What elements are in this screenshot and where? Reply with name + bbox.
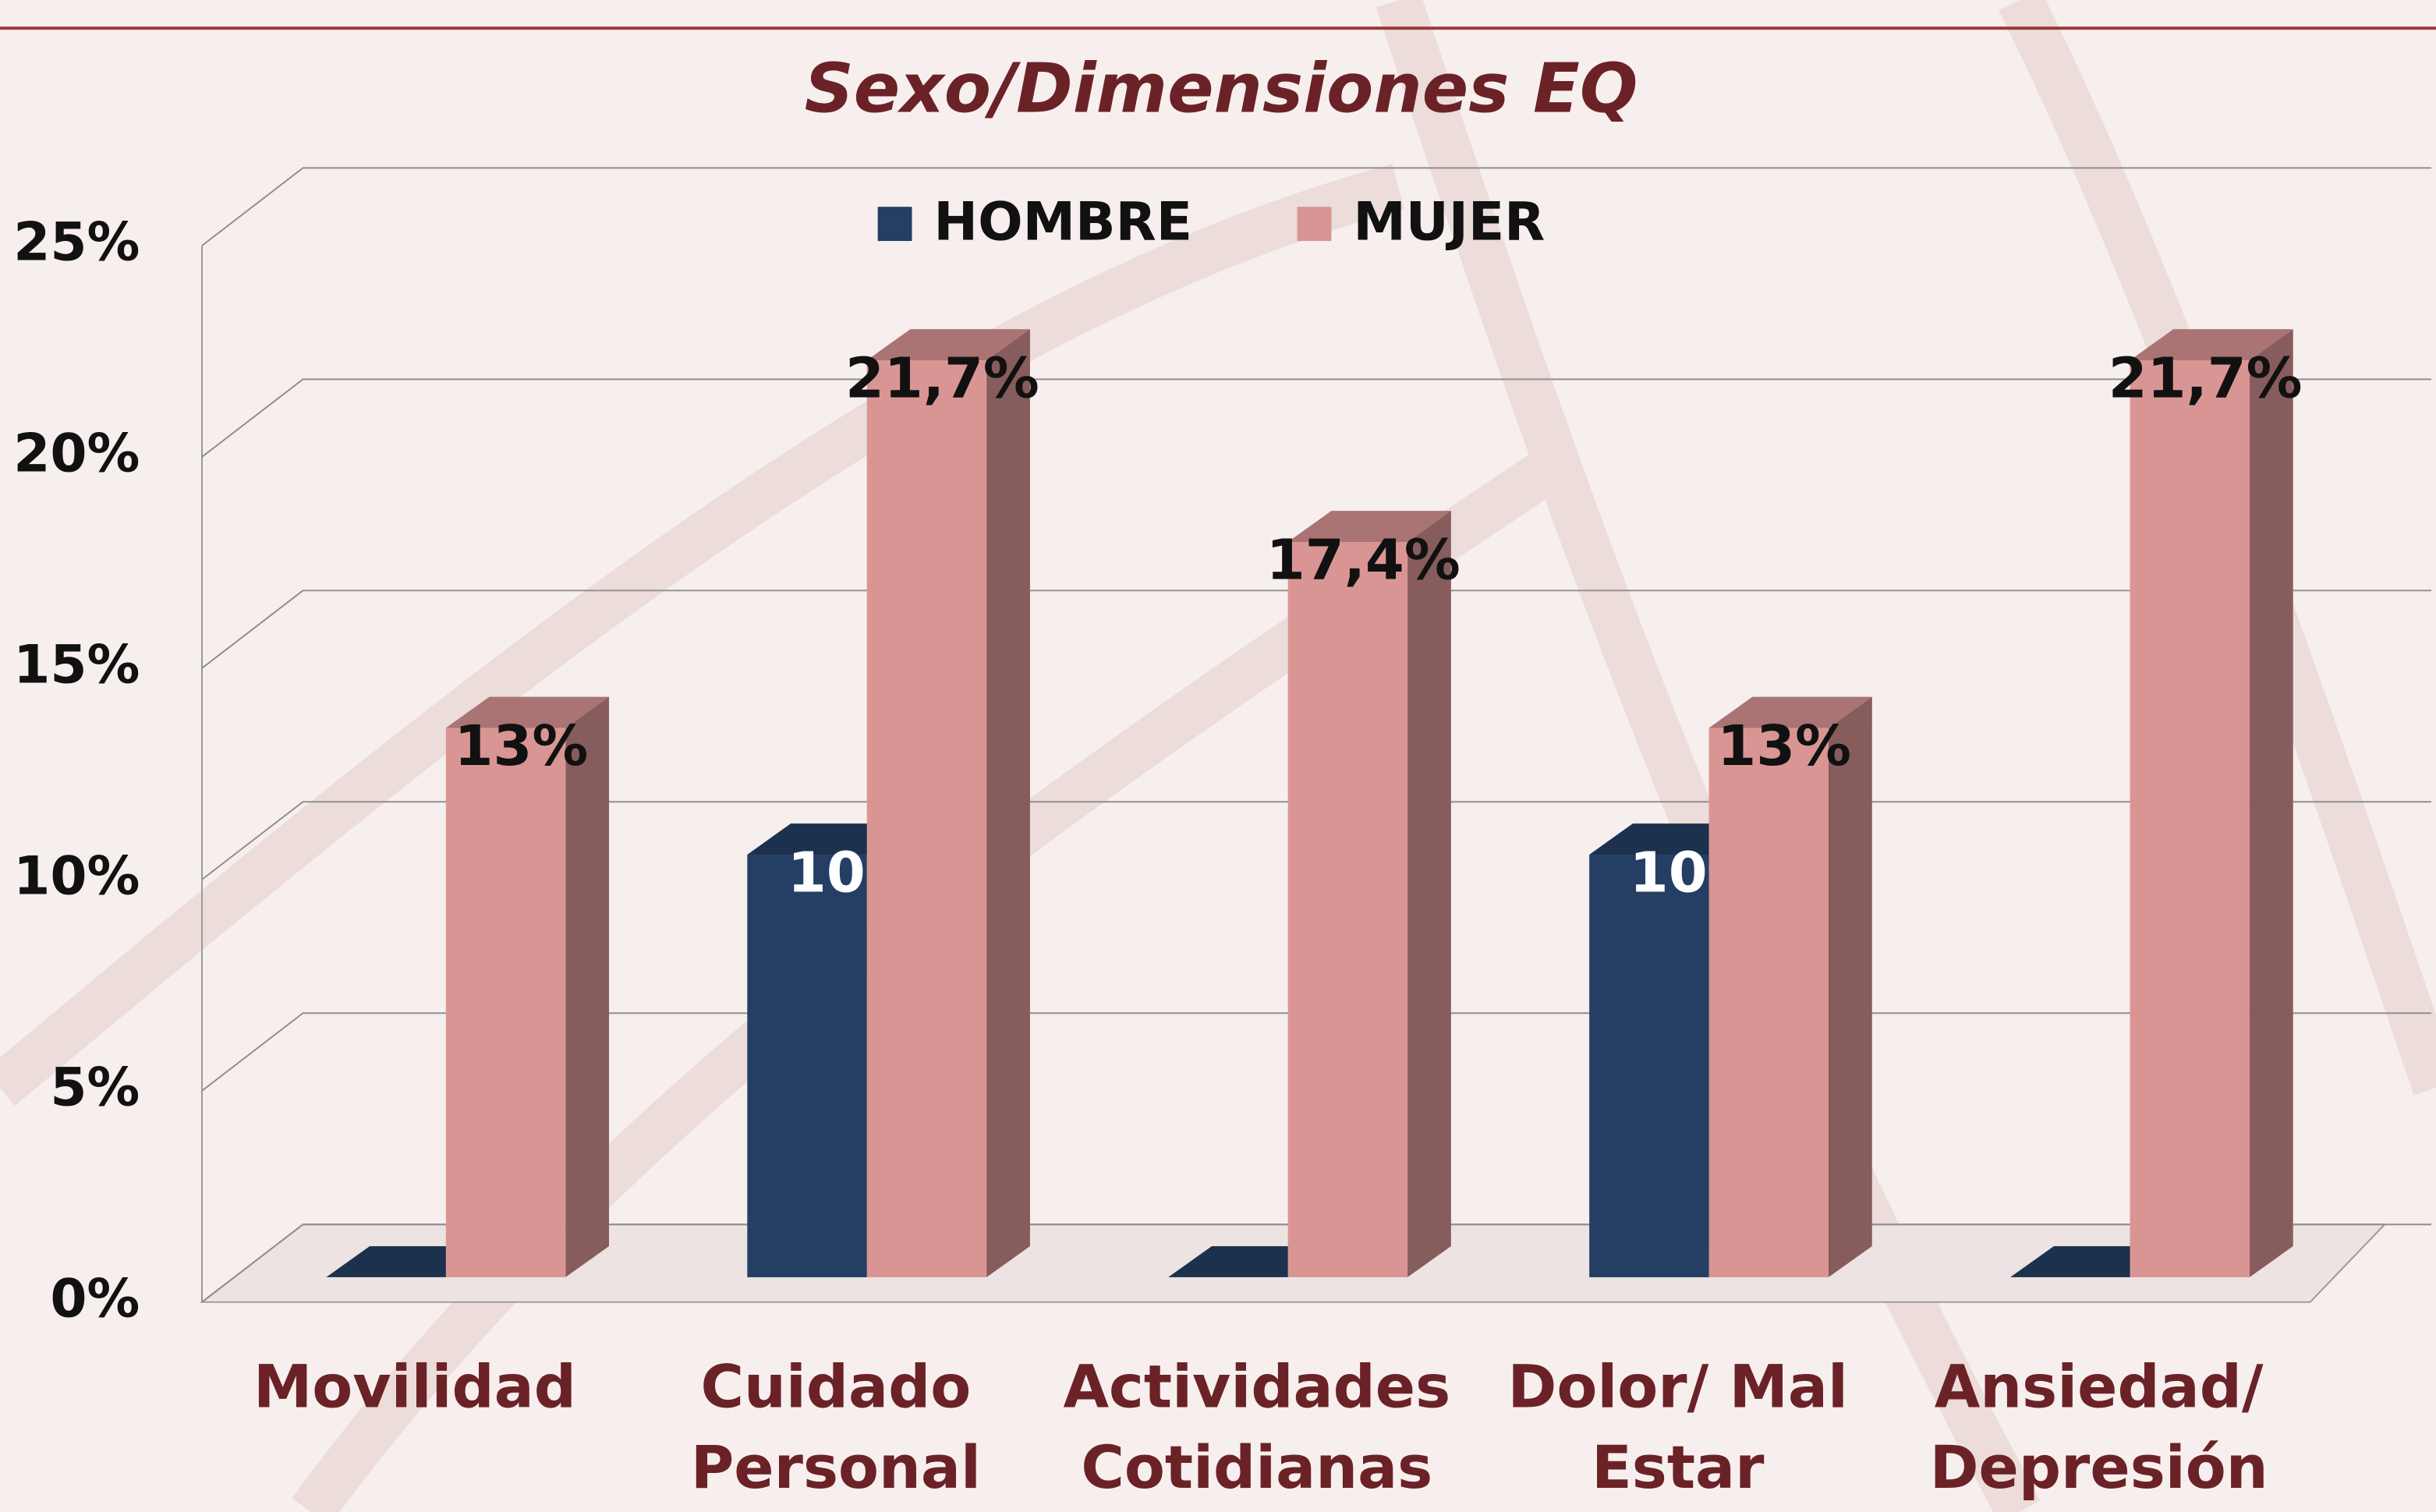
legend-label: HOMBRE	[933, 191, 1192, 253]
legend-swatch	[1298, 207, 1332, 241]
value-label: 13%	[455, 713, 589, 778]
y-tick-label: 15%	[13, 633, 140, 695]
bar-side	[1407, 511, 1451, 1277]
legend-label: MUJER	[1353, 191, 1545, 253]
legend-swatch	[878, 207, 912, 241]
bar-side	[986, 329, 1030, 1277]
bar-side	[565, 697, 609, 1277]
chart-title: Sexo/Dimensiones EQ	[805, 49, 1638, 129]
bar	[1288, 542, 1407, 1277]
bar	[2130, 360, 2250, 1277]
bar-side	[1829, 697, 1872, 1277]
y-tick-label: 10%	[13, 845, 140, 906]
bar	[747, 855, 866, 1277]
value-label: 21,7%	[845, 345, 1039, 410]
bar	[1589, 855, 1708, 1277]
value-label: 13%	[1717, 713, 1851, 778]
bar	[1709, 728, 1829, 1277]
x-tick-label: Movilidad	[253, 1352, 576, 1421]
value-label: 17,4%	[1266, 526, 1461, 592]
value-label: 21,7%	[2108, 345, 2303, 410]
bar-side	[2250, 329, 2293, 1277]
y-tick-label: 5%	[50, 1056, 140, 1117]
bar	[446, 728, 565, 1277]
chart: Sexo/Dimensiones EQ 0% 5% 10% 15% 20% 25% HOMB…	[0, 0, 2436, 1512]
y-tick-label: 20%	[13, 423, 140, 484]
y-tick-label: 25%	[13, 211, 140, 273]
y-tick-label: 0%	[50, 1267, 140, 1329]
bar	[867, 360, 986, 1277]
